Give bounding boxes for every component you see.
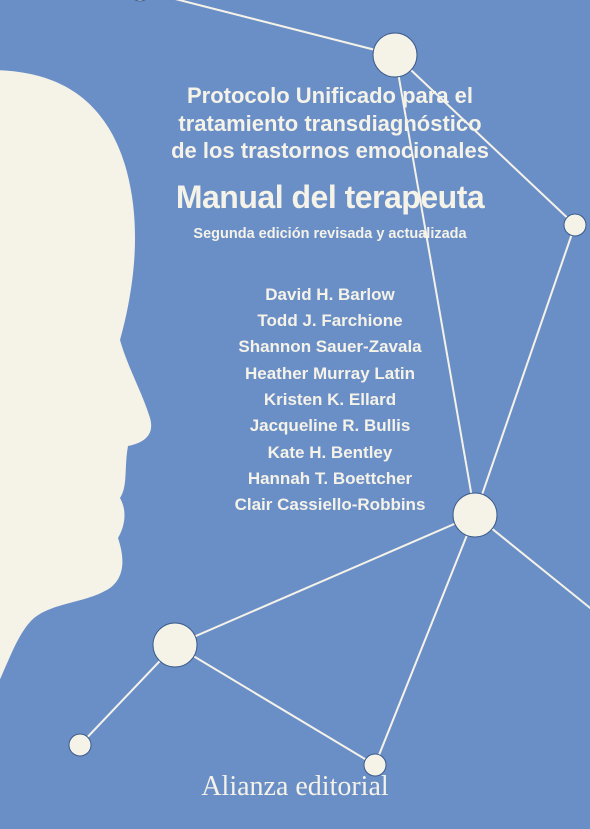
- author-name: Clair Cassiello-Robbins: [130, 492, 530, 518]
- author-name: Hannah T. Boettcher: [130, 466, 530, 492]
- author-name: Todd J. Farchione: [130, 308, 530, 334]
- cover-edition: Segunda edición revisada y actualizada: [130, 226, 530, 242]
- cover-title: Manual del terapeuta: [130, 179, 530, 216]
- publisher: Alianza editorial: [0, 771, 590, 803]
- cover-subtitle: Protocolo Unificado para el tratamiento t…: [130, 82, 530, 165]
- author-name: Kate H. Bentley: [130, 440, 530, 466]
- author-name: Jacqueline R. Bullis: [130, 413, 530, 439]
- author-name: Shannon Sauer-Zavala: [130, 334, 530, 360]
- book-cover: Protocolo Unificado para el tratamiento t…: [0, 0, 590, 829]
- author-name: Heather Murray Latin: [130, 361, 530, 387]
- publisher-word: editorial: [295, 771, 388, 802]
- publisher-brand: Alianza: [201, 771, 288, 802]
- author-name: Kristen K. Ellard: [130, 387, 530, 413]
- authors-list: David H. BarlowTodd J. FarchioneShannon …: [130, 282, 530, 519]
- subtitle-line: de los trastornos emocionales: [171, 138, 489, 163]
- subtitle-line: Protocolo Unificado para el: [187, 83, 473, 108]
- author-name: David H. Barlow: [130, 282, 530, 308]
- subtitle-line: tratamiento transdiagnóstico: [178, 111, 481, 136]
- cover-text-block: Protocolo Unificado para el tratamiento t…: [130, 82, 530, 519]
